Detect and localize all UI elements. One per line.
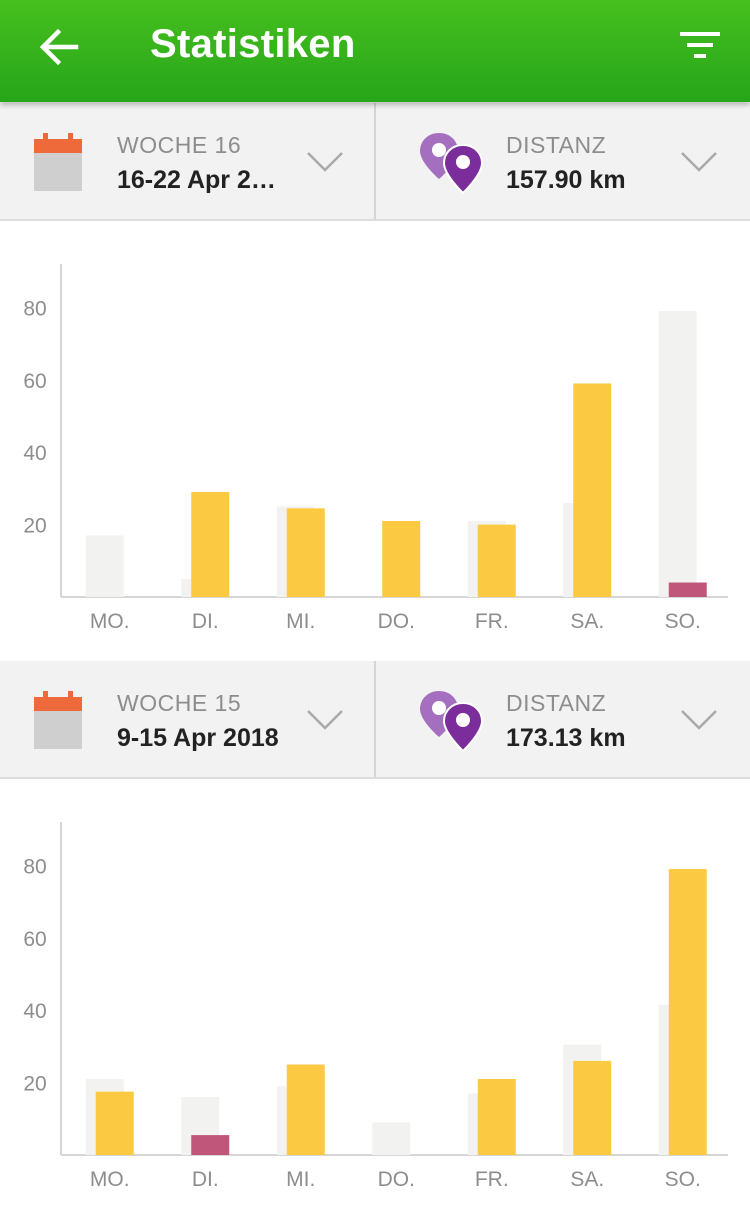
chevron-down-icon [681,152,717,172]
divider [374,661,376,777]
week-date-range: 9-15 Apr 2018 [117,724,279,752]
x-tick-label: SO. [665,1168,701,1191]
y-tick-label: 20 [23,1073,46,1096]
previous-week-bar [658,311,697,597]
calendar-icon [34,133,82,191]
x-tick-label: MI. [286,610,315,633]
y-tick-label: 40 [23,442,46,465]
week-selector[interactable]: WOCHE 15 9-15 Apr 2018 [0,661,374,777]
distance-bar[interactable] [382,520,421,597]
page-title: Statistiken [150,22,356,66]
chevron-down-icon [307,152,343,172]
distance-bar[interactable] [573,1060,612,1155]
distance-bar[interactable] [286,508,325,597]
distance-bar[interactable] [477,524,516,597]
x-tick-label: MO. [90,610,130,633]
week-date-range: 16-22 Apr 2… [117,166,276,194]
chevron-down-icon [307,710,343,730]
chevron-down-icon [681,710,717,730]
previous-week-bar [85,535,124,597]
distance-bar[interactable] [668,869,707,1155]
distance-bar[interactable] [191,492,230,597]
metric-selector[interactable]: DISTANZ 173.13 km [376,661,750,777]
divider [374,103,376,219]
x-tick-label: SA. [570,610,604,633]
other-activity-bar[interactable] [191,1135,230,1155]
week-selector-row: WOCHE 16 16-22 Apr 2… DISTANZ 157.90 km [0,103,750,221]
y-tick-label: 60 [23,928,46,951]
metric-label: DISTANZ [506,690,607,716]
y-tick-label: 60 [23,370,46,393]
x-tick-label: DI. [192,1168,219,1191]
metric-value: 173.13 km [506,724,626,752]
metric-selector[interactable]: DISTANZ 157.90 km [376,103,750,219]
week-selector[interactable]: WOCHE 16 16-22 Apr 2… [0,103,374,219]
x-tick-label: MI. [286,1168,315,1191]
filter-icon[interactable] [678,28,722,62]
x-tick-label: DO. [378,1168,415,1191]
metric-value: 157.90 km [506,166,626,194]
y-tick-label: 80 [23,855,46,878]
x-tick-label: FR. [475,610,509,633]
y-tick-label: 40 [23,1000,46,1023]
y-tick-label: 20 [23,515,46,538]
x-tick-label: DI. [192,610,219,633]
app-bar: Statistiken [0,0,750,102]
y-tick-label: 80 [23,297,46,320]
week-selector-row: WOCHE 15 9-15 Apr 2018 DISTANZ 173.13 km [0,661,750,779]
x-tick-label: DO. [378,610,415,633]
week-label: WOCHE 16 [117,132,242,158]
week-chart: 20 40 60 80 MO. DI. MI. DO. FR. SA. SO. [23,264,728,633]
x-tick-label: SO. [665,610,701,633]
x-tick-label: FR. [475,1168,509,1191]
x-tick-label: MO. [90,1168,130,1191]
distance-bar[interactable] [95,1091,134,1155]
previous-week-bar [372,1122,411,1155]
calendar-icon [34,691,82,749]
distance-bar[interactable] [286,1064,325,1155]
week-chart: 20 40 60 80 MO. DI. MI. DO. FR. SA. SO. [23,822,728,1191]
location-pin-icon [420,133,484,195]
distance-bar[interactable] [573,383,612,597]
location-pin-icon [420,691,484,753]
other-activity-bar[interactable] [668,582,707,597]
arrow-left-icon[interactable] [38,26,80,68]
distance-bar[interactable] [477,1078,516,1155]
week-label: WOCHE 15 [117,690,242,716]
x-tick-label: SA. [570,1168,604,1191]
metric-label: DISTANZ [506,132,607,158]
